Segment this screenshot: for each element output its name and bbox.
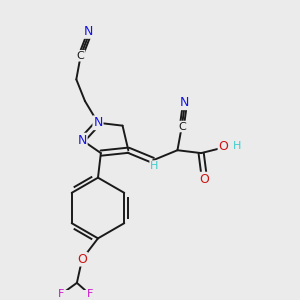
Text: N: N xyxy=(84,25,93,38)
Text: N: N xyxy=(77,134,87,147)
Text: H: H xyxy=(150,161,158,171)
Text: H: H xyxy=(233,142,241,152)
Text: F: F xyxy=(87,290,93,299)
Text: O: O xyxy=(77,253,87,266)
Text: O: O xyxy=(199,172,209,186)
Text: C: C xyxy=(77,51,85,61)
Text: F: F xyxy=(58,290,64,299)
Text: O: O xyxy=(218,140,228,153)
Text: N: N xyxy=(180,96,189,109)
Text: C: C xyxy=(178,122,186,131)
Text: N: N xyxy=(93,116,103,129)
